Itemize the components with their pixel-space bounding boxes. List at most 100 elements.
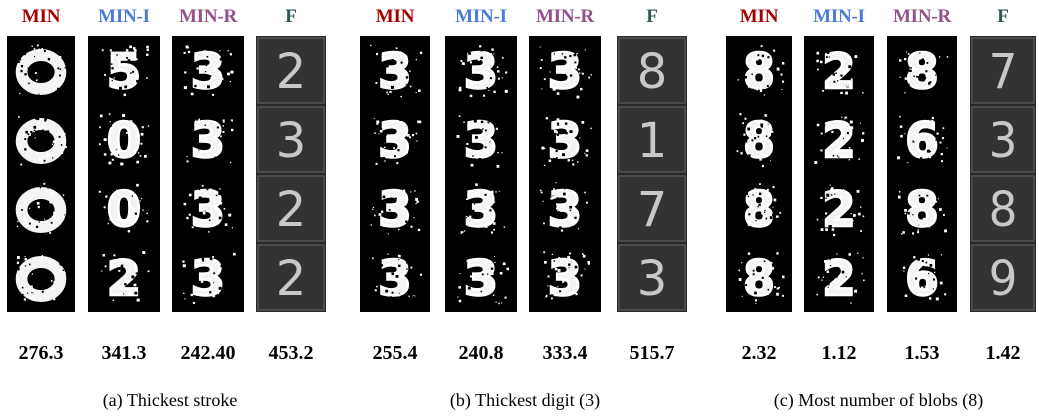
column-label: F bbox=[997, 6, 1009, 27]
column-label: MIN bbox=[739, 6, 779, 27]
column-min-r: MIN-R 3 3 3 3 333.4 bbox=[529, 0, 601, 419]
digit-image: 2 bbox=[804, 36, 874, 105]
svg-text:3: 3 bbox=[378, 251, 411, 307]
image-strip: 2 3 2 2 bbox=[256, 36, 326, 312]
svg-text:7: 7 bbox=[989, 44, 1018, 100]
svg-text:3: 3 bbox=[378, 44, 411, 100]
svg-text:2: 2 bbox=[276, 251, 307, 307]
column-min-r: MIN-R 3 3 3 3 242.40 bbox=[172, 0, 244, 419]
panel-caption: (a) Thickest stroke bbox=[102, 390, 238, 410]
digit-image: 3 bbox=[360, 243, 430, 312]
svg-text:2: 2 bbox=[822, 251, 855, 307]
column-label: MIN-I bbox=[813, 6, 865, 27]
svg-text:3: 3 bbox=[191, 252, 225, 307]
column-label: MIN bbox=[375, 6, 415, 27]
image-strip: 7 3 8 9 bbox=[970, 36, 1036, 312]
score-value: 1.12 bbox=[821, 342, 857, 364]
svg-text:8: 8 bbox=[743, 182, 774, 238]
digit-image: 2 bbox=[804, 105, 874, 174]
score-value: 453.2 bbox=[268, 342, 314, 364]
column-label: MIN bbox=[21, 6, 61, 27]
digit-image: 7 bbox=[617, 174, 687, 243]
digit-image: 8 bbox=[726, 174, 792, 243]
digit-image: 3 bbox=[529, 105, 601, 174]
svg-text:0: 0 bbox=[107, 183, 141, 238]
svg-text:3: 3 bbox=[548, 45, 582, 100]
digit-image: 3 bbox=[445, 174, 517, 243]
digit-image: 9 bbox=[970, 243, 1036, 312]
digit-image: 3 bbox=[172, 243, 244, 312]
svg-text:2: 2 bbox=[276, 44, 307, 100]
digit-image: 3 bbox=[617, 243, 687, 312]
digit-image: 2 bbox=[256, 36, 326, 105]
digit-image: 2 bbox=[88, 243, 160, 312]
svg-text:2: 2 bbox=[822, 44, 855, 100]
column-label: F bbox=[646, 6, 658, 27]
score-value: 240.8 bbox=[458, 342, 504, 364]
column-f: F 2 3 2 2 453.2 bbox=[256, 0, 326, 419]
column-label: MIN-R bbox=[178, 6, 238, 27]
column-min: MIN 276.3 bbox=[7, 0, 75, 419]
svg-text:3: 3 bbox=[378, 182, 411, 238]
svg-text:5: 5 bbox=[107, 45, 141, 100]
panel-caption: (c) Most number of blobs (8) bbox=[773, 390, 984, 410]
digit-image: 3 bbox=[172, 36, 244, 105]
svg-text:3: 3 bbox=[989, 113, 1018, 169]
svg-text:3: 3 bbox=[464, 252, 498, 307]
score-value: 242.40 bbox=[180, 342, 236, 364]
image-strip: 8 1 7 3 bbox=[617, 36, 687, 312]
image-strip: 8 8 8 8 bbox=[726, 36, 792, 312]
svg-text:1: 1 bbox=[637, 113, 668, 169]
image-strip: 3 3 3 3 bbox=[360, 36, 430, 312]
column-label: MIN-I bbox=[98, 6, 150, 27]
column-label: MIN-R bbox=[892, 6, 952, 27]
svg-text:3: 3 bbox=[378, 113, 411, 169]
score-value: 2.32 bbox=[741, 342, 777, 364]
svg-text:0: 0 bbox=[107, 114, 141, 169]
svg-text:3: 3 bbox=[548, 252, 582, 307]
svg-text:8: 8 bbox=[637, 44, 668, 100]
score-value: 341.3 bbox=[101, 342, 147, 364]
digit-image: 3 bbox=[172, 105, 244, 174]
svg-text:3: 3 bbox=[548, 183, 582, 238]
svg-text:3: 3 bbox=[276, 113, 307, 169]
digit-image bbox=[7, 105, 75, 174]
svg-text:8: 8 bbox=[905, 182, 938, 238]
column-label: MIN-R bbox=[535, 6, 595, 27]
score-value: 1.53 bbox=[904, 342, 940, 364]
image-strip: 5 0 0 2 bbox=[88, 36, 160, 312]
svg-text:6: 6 bbox=[905, 113, 938, 169]
svg-text:8: 8 bbox=[743, 113, 774, 169]
column-label: MIN-I bbox=[455, 6, 507, 27]
digit-image: 3 bbox=[256, 105, 326, 174]
digit-image: 8 bbox=[887, 36, 957, 105]
digit-image bbox=[7, 174, 75, 243]
digit-image: 1 bbox=[617, 105, 687, 174]
svg-text:3: 3 bbox=[191, 183, 225, 238]
digit-image: 8 bbox=[970, 174, 1036, 243]
column-min: MIN 3 3 3 3 255.4 bbox=[360, 0, 430, 419]
svg-text:2: 2 bbox=[107, 252, 141, 307]
digit-image: 2 bbox=[804, 243, 874, 312]
digit-image: 8 bbox=[726, 243, 792, 312]
svg-text:3: 3 bbox=[548, 114, 582, 169]
svg-text:2: 2 bbox=[276, 182, 307, 238]
digit-image: 2 bbox=[256, 243, 326, 312]
svg-text:3: 3 bbox=[637, 251, 668, 307]
digit-image: 8 bbox=[617, 36, 687, 105]
digit-image: 3 bbox=[360, 105, 430, 174]
score-value: 276.3 bbox=[18, 342, 64, 364]
digit-image: 0 bbox=[88, 174, 160, 243]
digit-image: 3 bbox=[529, 243, 601, 312]
digit-image: 3 bbox=[529, 36, 601, 105]
digit-image: 3 bbox=[360, 36, 430, 105]
digit-image bbox=[7, 36, 75, 105]
